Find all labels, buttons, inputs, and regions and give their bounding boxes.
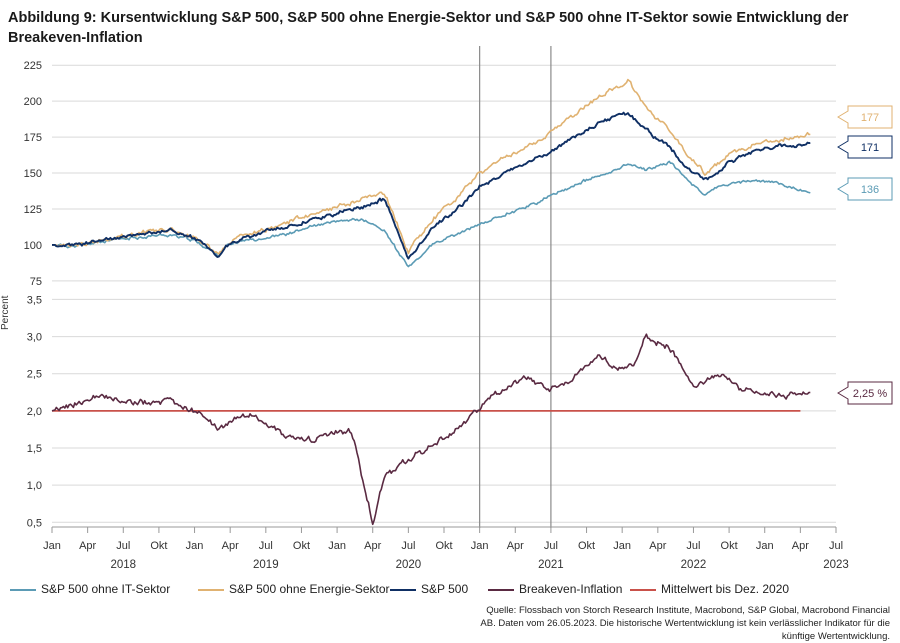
bottom-ytick-label: 0,5 — [27, 517, 42, 529]
x-month-label: Apr — [364, 540, 381, 552]
legend-label-breakeven: Breakeven-Inflation — [519, 582, 623, 596]
x-month-label: Jul — [829, 540, 843, 552]
x-month-label: Jan — [328, 540, 346, 552]
source-note: Quelle: Flossbach von Storch Research In… — [480, 605, 890, 642]
legend-item-mean: Mittelwert bis Dez. 2020 — [630, 582, 789, 596]
x-month-label: Apr — [649, 540, 666, 552]
x-month-label: Jan — [186, 540, 204, 552]
end-label-breakeven-text: 2,25 % — [853, 388, 887, 400]
x-month-label: Apr — [792, 540, 809, 552]
x-month-label: Apr — [222, 540, 239, 552]
end-label-energy: 177 — [837, 105, 893, 129]
end-labels: 177 171 136 2,25 % — [837, 105, 893, 405]
legend-label-energy: S&P 500 ohne Energie-Sektor — [229, 582, 390, 596]
x-month-label: Jul — [259, 540, 273, 552]
legend-item-sp500: S&P 500 — [390, 582, 468, 596]
x-month-label: Apr — [79, 540, 96, 552]
x-month-label: Apr — [507, 540, 524, 552]
chart-canvas: 75 100 125 150 175 200 225 0,5 1,0 1,5 2,0 2,5 3,0 3… — [24, 46, 893, 571]
x-month-label: Jan — [613, 540, 631, 552]
end-label-sp500-text: 171 — [861, 142, 879, 154]
legend-item-breakeven: Breakeven-Inflation — [488, 582, 622, 596]
x-year-label: 2020 — [396, 559, 422, 571]
bottom-panel-series — [51, 333, 811, 526]
legend: S&P 500 ohne IT-Sektor S&P 500 ohne Ener… — [10, 582, 890, 600]
x-year-label: 2021 — [538, 559, 564, 571]
legend-item-it: S&P 500 ohne IT-Sektor — [10, 582, 170, 596]
end-label-it-text: 136 — [861, 184, 879, 196]
end-label-breakeven-box — [837, 381, 893, 405]
vertical-markers — [479, 46, 552, 528]
x-month-label: Okt — [435, 540, 452, 552]
bottom-panel-grid: 0,5 1,0 1,5 2,0 2,5 3,0 3,5 — [27, 294, 836, 529]
x-month-label: Okt — [150, 540, 167, 552]
legend-swatch-sp500 — [390, 588, 416, 591]
x-year-label: 2019 — [253, 559, 279, 571]
x-month-label: Jan — [756, 540, 774, 552]
series-line-breakeven — [51, 333, 811, 526]
x-month-label: Jan — [43, 540, 61, 552]
legend-swatch-breakeven — [488, 588, 514, 591]
top-ytick-label: 100 — [24, 240, 42, 252]
x-axis: Jan Apr Jul Okt Jan Apr Jul Okt Jan Apr Jul Okt Jan A… — [43, 526, 849, 571]
end-label-it-box — [837, 177, 893, 201]
series-line-it — [51, 160, 811, 268]
x-year-label: 2023 — [823, 559, 849, 571]
x-month-label: Okt — [293, 540, 310, 552]
top-ytick-label: 75 — [30, 276, 42, 288]
end-label-sp500: 171 — [837, 135, 893, 159]
x-month-label: Jan — [471, 540, 489, 552]
legend-item-energy: S&P 500 ohne Energie-Sektor — [198, 582, 390, 596]
x-month-label: Jul — [116, 540, 130, 552]
end-label-energy-box — [837, 105, 893, 129]
series-line-energy — [52, 78, 811, 255]
bottom-ytick-label: 3,0 — [27, 332, 42, 344]
bottom-ytick-label: 2,5 — [27, 369, 42, 381]
top-panel-grid: 75 100 125 150 175 200 225 — [24, 60, 836, 288]
x-month-label: Okt — [578, 540, 595, 552]
end-label-energy-text: 177 — [861, 112, 879, 124]
legend-label-sp500: S&P 500 — [421, 582, 469, 596]
bottom-ytick-label: 1,5 — [27, 443, 42, 455]
x-month-label: Jul — [686, 540, 700, 552]
top-ytick-label: 200 — [24, 96, 42, 108]
x-year-label: 2018 — [110, 559, 136, 571]
chart-title: Abbildung 9: Kursentwicklung S&P 500, S&… — [8, 10, 849, 46]
x-month-label: Jul — [544, 540, 558, 552]
series-line-sp500 — [52, 111, 811, 260]
x-year-label: 2022 — [681, 559, 707, 571]
legend-label-mean: Mittelwert bis Dez. 2020 — [661, 582, 790, 596]
legend-swatch-it — [10, 588, 36, 591]
top-ytick-label: 225 — [24, 60, 42, 72]
legend-swatch-energy — [198, 588, 224, 591]
x-month-label: Okt — [721, 540, 738, 552]
top-panel-series — [51, 78, 811, 268]
x-month-label: Jul — [401, 540, 415, 552]
bottom-ylabel: Percent — [0, 295, 11, 330]
top-ytick-label: 150 — [24, 168, 42, 180]
top-ytick-label: 125 — [24, 204, 42, 216]
end-label-breakeven: 2,25 % — [837, 381, 893, 405]
bottom-ytick-label: 2,0 — [27, 406, 42, 418]
legend-swatch-mean — [630, 588, 656, 591]
end-label-it: 136 — [837, 177, 893, 201]
bottom-ytick-label: 3,5 — [27, 294, 42, 306]
top-ytick-label: 175 — [24, 132, 42, 144]
bottom-ytick-label: 1,0 — [27, 480, 42, 492]
end-label-sp500-box — [837, 135, 893, 159]
legend-label-it: S&P 500 ohne IT-Sektor — [41, 582, 171, 596]
